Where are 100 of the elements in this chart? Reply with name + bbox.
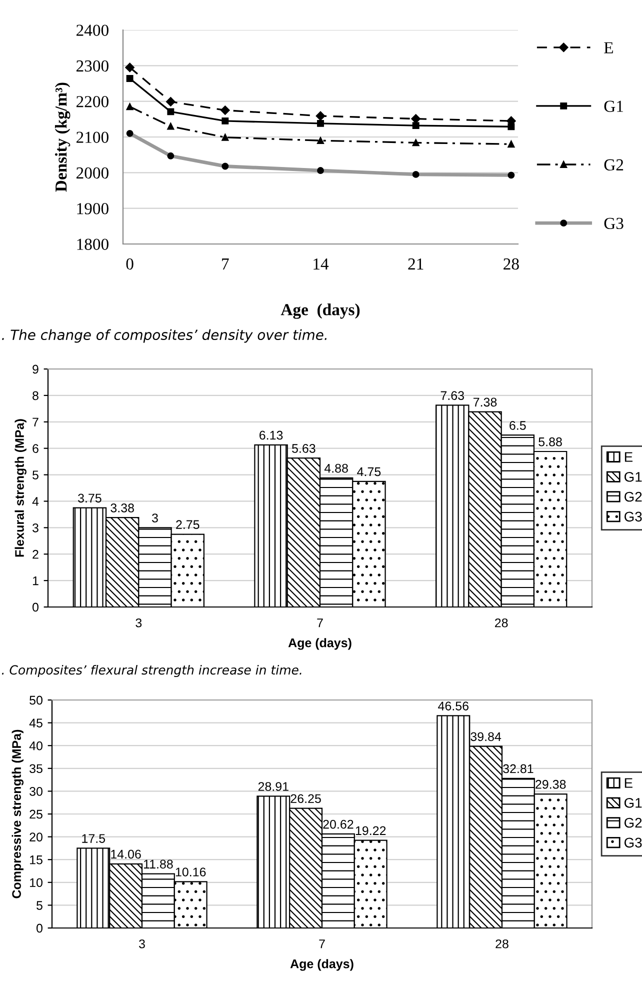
point — [167, 108, 174, 116]
text: . The change of composites’ density over time. — [2, 329, 326, 343]
data-label: 17.5 — [82, 834, 106, 843]
y-tick-label: 9 — [32, 364, 38, 374]
data-label: 46.56 — [438, 702, 468, 710]
y-tick-label: 7 — [32, 418, 38, 426]
legend-label: E — [604, 42, 613, 54]
data-label: 7.38 — [473, 398, 497, 407]
data-label: 11.88 — [144, 860, 173, 869]
y-tick-label: 2400 — [76, 24, 108, 36]
legend-label: G3 — [604, 218, 624, 230]
point — [125, 62, 134, 72]
y-tick-label: 6 — [32, 444, 38, 453]
data-label: 32.81 — [503, 764, 534, 774]
data-label: 3.38 — [110, 504, 134, 512]
x-axis-title: Age (days) — [288, 638, 352, 650]
legend-label: G3 — [624, 512, 642, 522]
x-axis-title: Age (days) — [280, 304, 360, 319]
x-tick-label: 7 — [222, 258, 229, 270]
point — [126, 75, 134, 82]
point — [317, 137, 324, 144]
point — [126, 103, 134, 110]
y-tick-label: 2200 — [76, 96, 108, 108]
y-tick-label: 50 — [30, 696, 42, 705]
x-tick-label: 28 — [495, 618, 508, 628]
y-tick-label: 4 — [32, 497, 39, 506]
y-tick-label: 2300 — [76, 60, 108, 72]
y-tick-label: 2000 — [76, 167, 108, 179]
legend-label: G1 — [624, 798, 642, 808]
data-label: 29.38 — [536, 780, 566, 789]
y-axis-title: Compressive strength (MPa) — [12, 730, 24, 898]
data-label: 26.25 — [290, 794, 321, 804]
x-tick-label: 7 — [319, 940, 325, 948]
legend-label: G3 — [624, 838, 642, 848]
y-tick-label: 0 — [36, 924, 42, 933]
point — [508, 140, 515, 148]
y-tick-label: 25 — [30, 810, 42, 819]
y-tick-label: 40 — [29, 741, 42, 750]
text: . Composites’ flexural strength increase in time. — [2, 664, 302, 678]
data-label: 2.75 — [176, 520, 200, 530]
x-tick-label: 28 — [496, 939, 508, 948]
point — [222, 134, 229, 141]
legend-label: G1 — [624, 472, 642, 482]
data-label: 3.75 — [78, 494, 102, 503]
y-tick-label: 5 — [36, 901, 42, 910]
data-label: 39.84 — [470, 732, 502, 742]
data-label: 5.63 — [292, 444, 316, 453]
y-tick-label: 20 — [30, 832, 42, 842]
y-tick-label: 3 — [32, 523, 38, 532]
point — [222, 117, 229, 124]
point — [316, 111, 326, 121]
point — [166, 97, 176, 106]
y-tick-label: 15 — [30, 856, 42, 864]
data-label: 20.62 — [323, 820, 354, 829]
y-tick-label: 10 — [30, 878, 42, 888]
y-axis-title: Flexural strength (MPa) — [14, 419, 26, 557]
legend-label: G2 — [624, 818, 642, 828]
data-label: 14.06 — [111, 850, 141, 859]
point — [412, 139, 420, 146]
y-tick-label: 8 — [32, 391, 38, 400]
y-tick-label: 1 — [32, 576, 38, 586]
data-label: 6.13 — [260, 430, 283, 440]
y-tick-label: 1900 — [77, 203, 108, 214]
data-label: 5.88 — [538, 437, 562, 446]
x-tick-label: 14 — [314, 258, 329, 270]
legend-label: E — [624, 452, 632, 462]
x-tick-label: 3 — [139, 939, 145, 948]
x-tick-label: 21 — [408, 258, 424, 270]
y-tick-label: 1800 — [77, 238, 108, 250]
point — [508, 123, 515, 130]
data-label: 19.22 — [356, 826, 386, 836]
point — [167, 122, 174, 130]
x-axis-title: Age (days) — [290, 959, 354, 971]
data-label: 7.63 — [440, 391, 464, 400]
data-label: 6.5 — [510, 421, 526, 430]
data-label: 10.16 — [176, 868, 206, 876]
x-tick-label: 0 — [126, 258, 134, 270]
legend-label: G1 — [604, 100, 623, 112]
y-tick-label: 45 — [29, 718, 42, 728]
data-label: 28.91 — [258, 782, 288, 791]
y-tick-label: 30 — [30, 787, 42, 796]
legend-label: G2 — [604, 159, 624, 170]
y-tick-label: 5 — [32, 470, 38, 480]
y-tick-label: 35 — [30, 764, 42, 774]
y-tick-label: 0 — [32, 602, 38, 612]
data-label: 3 — [152, 514, 158, 522]
y-axis-title: Density (kg/m³) — [54, 82, 70, 192]
x-tick-label: 28 — [504, 258, 519, 270]
point — [220, 106, 230, 115]
y-tick-label: 2 — [32, 550, 38, 559]
x-tick-label: 7 — [317, 618, 323, 628]
legend-label: G2 — [624, 492, 642, 502]
x-tick-label: 3 — [136, 618, 142, 628]
point — [317, 120, 324, 127]
point — [412, 122, 420, 130]
y-tick-label: 2100 — [76, 132, 108, 143]
legend-label: E — [624, 778, 632, 788]
data-label: 4.75 — [357, 467, 381, 476]
data-label: 4.88 — [324, 464, 348, 473]
point — [411, 114, 420, 124]
